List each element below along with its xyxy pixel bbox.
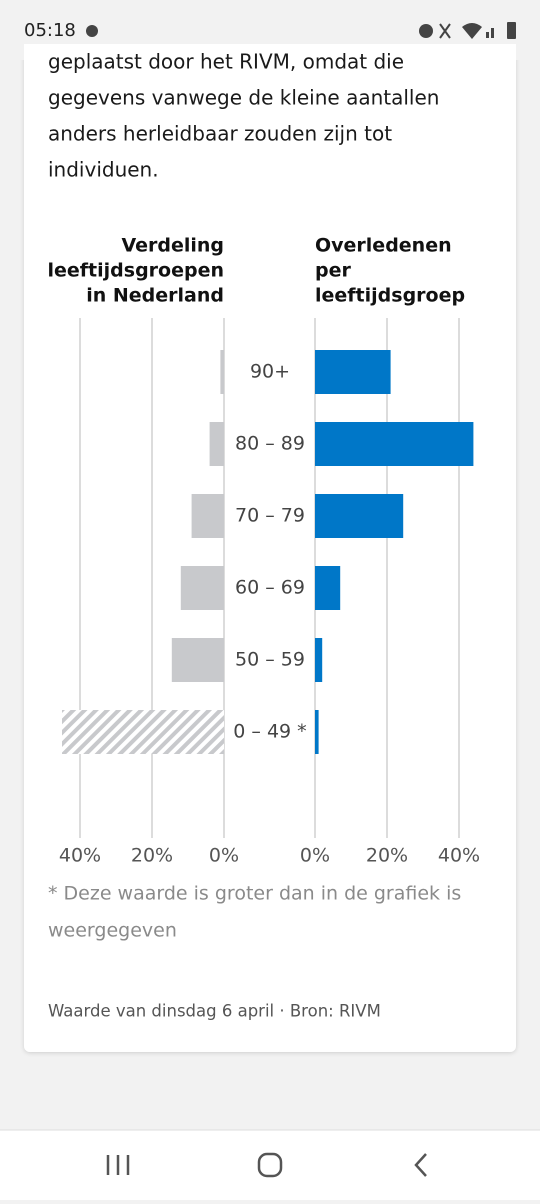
panel-title: per [315, 260, 351, 282]
category-label: 50 – 59 [235, 649, 305, 671]
nav-icons [106, 1152, 427, 1178]
panel-title: leeftijdsgroepen [48, 260, 225, 282]
panel-title: Verdeling [121, 235, 224, 257]
bar [315, 566, 341, 610]
bar [191, 494, 224, 538]
panel-title: in Nederland [86, 285, 224, 307]
paragraph-line: anders herleidbaar zouden zijn tot [48, 122, 392, 146]
paragraph-line: gegevens vanwege de kleine aantallen [48, 86, 439, 110]
nav-bar [0, 1130, 540, 1200]
card [24, 20, 516, 1052]
panel-title: Overledenen [315, 235, 452, 257]
bar [315, 422, 474, 466]
status-icons [419, 22, 516, 39]
category-label: 60 – 69 [235, 577, 305, 599]
footnote: weergegeven [48, 920, 177, 942]
bar [315, 494, 404, 538]
notification-icon [86, 25, 98, 37]
footnote: * Deze waarde is groter dan in de grafie… [48, 883, 461, 905]
chart: Verdeling leeftijdsgroepen in Nederland Ove… [48, 235, 481, 1021]
bar [209, 422, 224, 466]
bar [315, 350, 391, 394]
paragraph-line: individuen. [48, 158, 159, 182]
x-tick-label: 0% [209, 845, 239, 867]
bar [171, 638, 224, 682]
source: Waarde van dinsdag 6 april · Bron: RIVM [48, 1002, 381, 1021]
article: geplaatst door het RIVM, omdat die gegeve… [48, 50, 439, 182]
x-tick-label: 40% [438, 845, 480, 867]
recent-apps[interactable] [106, 1155, 130, 1175]
bar-hatched [62, 710, 224, 754]
x-tick-label: 20% [131, 845, 173, 867]
bar [180, 566, 224, 610]
x-tick-label: 20% [366, 845, 408, 867]
category-label: 90+ [250, 361, 290, 383]
paragraph-line: geplaatst door het RIVM, omdat die [48, 50, 404, 74]
bar [315, 710, 319, 754]
bar [220, 350, 224, 394]
category-label: 70 – 79 [235, 505, 305, 527]
card-top [24, 44, 516, 64]
clock: 05:18 [24, 20, 76, 41]
back[interactable] [414, 1153, 427, 1177]
bar [315, 638, 323, 682]
panel-title: leeftijdsgroep [315, 285, 465, 307]
category-label: 80 – 89 [235, 433, 305, 455]
category-label: 0 – 49 * [233, 721, 306, 743]
home[interactable] [257, 1152, 283, 1178]
x-tick-label: 0% [300, 845, 330, 867]
x-tick-label: 40% [59, 845, 101, 867]
